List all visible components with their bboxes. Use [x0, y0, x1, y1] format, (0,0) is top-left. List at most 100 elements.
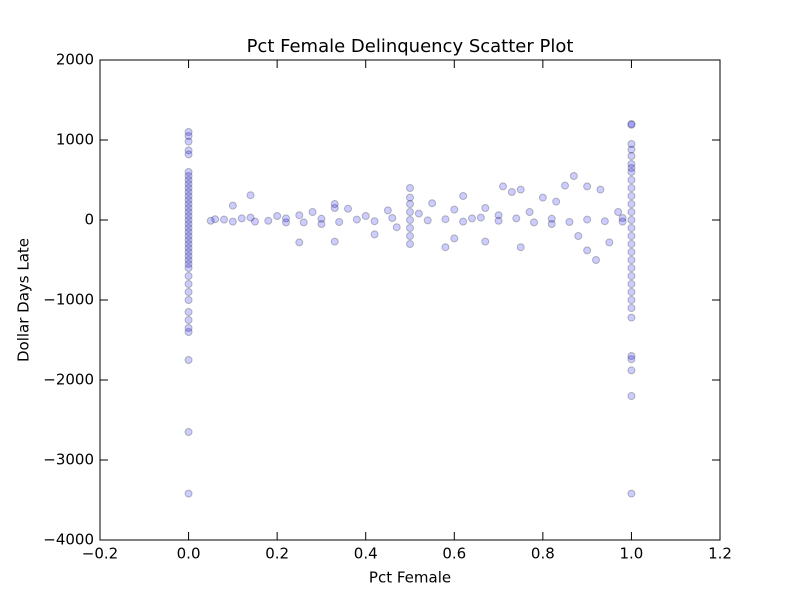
point [627, 280, 636, 288]
point [428, 199, 437, 208]
point [184, 204, 193, 212]
point [605, 238, 614, 247]
point [618, 214, 627, 222]
point [184, 272, 193, 280]
point [211, 215, 220, 224]
point [538, 193, 547, 202]
point [383, 206, 392, 215]
point [627, 352, 636, 360]
point [627, 240, 636, 248]
x-tick-label: 1.0 [619, 545, 643, 563]
point [627, 120, 636, 128]
point [184, 308, 193, 316]
point [565, 218, 574, 226]
point [627, 392, 636, 400]
y-tick-label: −4000 [43, 531, 94, 549]
points [184, 120, 636, 498]
point [330, 204, 339, 212]
point [627, 272, 636, 280]
point [184, 216, 193, 224]
point [627, 288, 636, 296]
point [184, 200, 193, 208]
point [184, 428, 193, 436]
point [468, 214, 476, 223]
point [547, 220, 556, 228]
point [423, 216, 432, 225]
x-axis-label: Pct Female [369, 569, 451, 587]
point [600, 217, 609, 226]
point [406, 240, 414, 248]
point [627, 366, 636, 375]
point [184, 196, 193, 204]
point [184, 256, 193, 264]
point [184, 146, 193, 155]
point [627, 313, 636, 322]
y-tick-label: −1000 [43, 291, 94, 309]
point [441, 215, 450, 224]
point [184, 208, 193, 216]
point [406, 224, 414, 232]
point [627, 232, 636, 240]
point [406, 193, 414, 202]
point [184, 224, 193, 232]
point [282, 218, 290, 227]
point [614, 208, 623, 216]
point [206, 216, 215, 225]
point [184, 212, 193, 220]
point [246, 191, 255, 200]
point [237, 214, 246, 223]
point [184, 192, 193, 200]
point [264, 216, 273, 225]
point [406, 216, 414, 224]
point [414, 209, 423, 218]
point [184, 232, 193, 240]
point [184, 132, 193, 140]
point [184, 172, 193, 180]
point [627, 200, 636, 208]
point [627, 208, 636, 216]
point [184, 260, 193, 268]
point [516, 185, 525, 194]
point [627, 224, 636, 232]
point [507, 188, 516, 196]
point [184, 137, 193, 146]
point [406, 232, 414, 240]
point [627, 304, 636, 312]
chart-title: Pct Female Delinquency Scatter Plot [247, 36, 574, 57]
point [627, 489, 636, 498]
point [459, 192, 468, 200]
point [627, 216, 636, 224]
point [627, 140, 636, 148]
point [184, 150, 193, 159]
point [525, 208, 534, 216]
point [441, 243, 450, 252]
point [627, 355, 636, 364]
x-tick-label: 0.8 [531, 545, 555, 563]
point [583, 246, 592, 255]
point [388, 214, 397, 222]
x-tick-label: −0.2 [82, 545, 118, 563]
point [184, 184, 193, 192]
point [481, 237, 490, 246]
point [627, 120, 636, 129]
point [494, 211, 503, 220]
x-tick-label: 0.4 [354, 545, 378, 563]
point [618, 217, 627, 226]
point [583, 182, 592, 191]
point [184, 489, 193, 498]
point [499, 182, 507, 191]
point [184, 168, 193, 176]
point [627, 184, 636, 192]
point [330, 237, 339, 246]
point [184, 316, 193, 324]
point [627, 256, 636, 264]
point [627, 264, 636, 272]
point [516, 243, 525, 252]
point [335, 218, 344, 226]
point [317, 220, 326, 228]
point [406, 184, 414, 192]
point [228, 201, 237, 210]
point [596, 185, 605, 194]
point [481, 204, 490, 212]
